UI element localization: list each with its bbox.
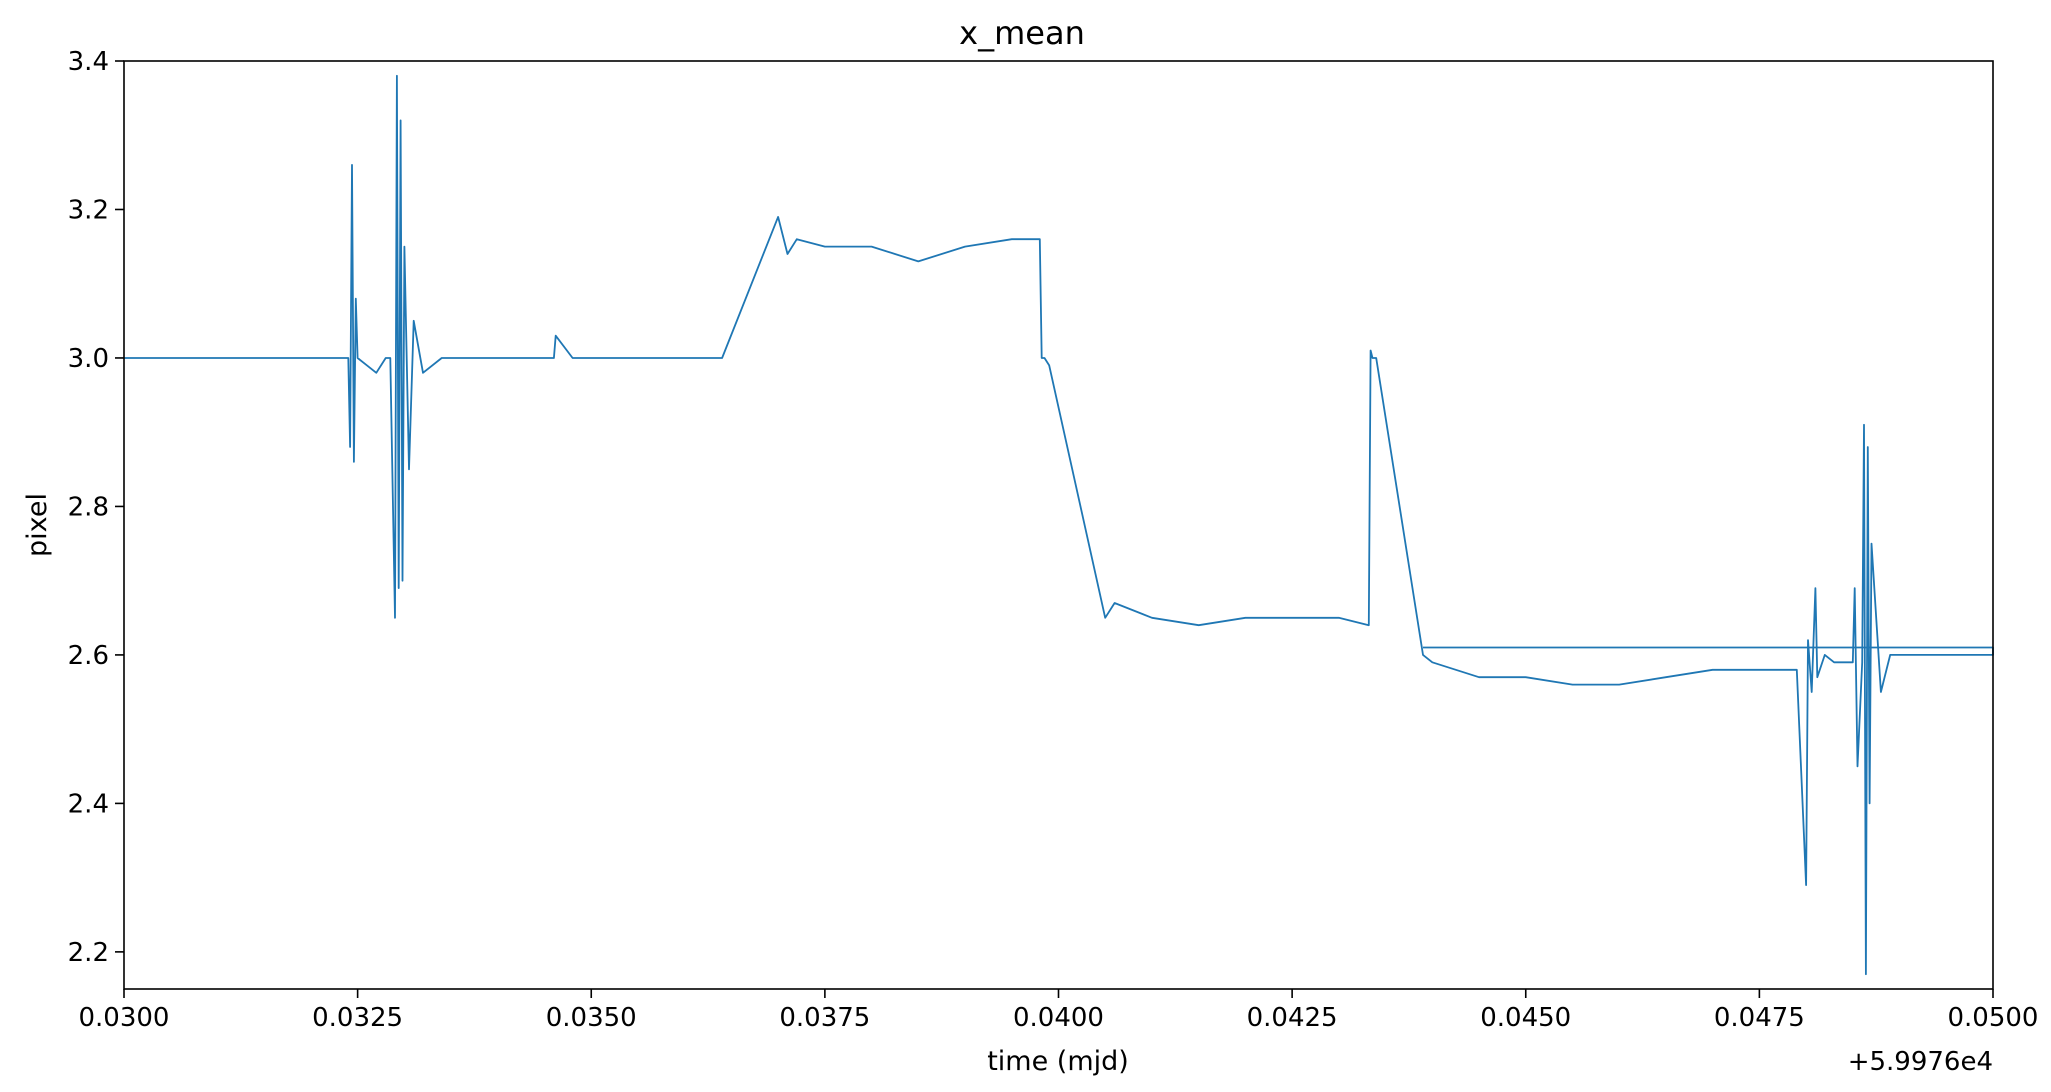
y-axis: 2.2 2.4 2.6 2.8 3.0 3.2 3.4 [68, 47, 124, 968]
series-layer [124, 74, 1994, 976]
plot-frame [123, 60, 1994, 990]
y-tick-label: 2.2 [68, 938, 109, 968]
chart-title: x_mean [959, 14, 1085, 52]
x-tick-label: 0.0475 [1714, 1003, 1805, 1033]
y-tick-label: 2.6 [68, 641, 109, 671]
y-tick-label: 3.2 [68, 195, 109, 225]
x-axis: 0.0300 0.0325 0.0350 0.0375 0.0400 0.0425 0.04… [79, 989, 2039, 1033]
x-tick-label: 0.0500 [1948, 1003, 2039, 1033]
y-tick-label: 3.0 [68, 344, 109, 374]
series-line-0 [124, 74, 1994, 976]
x-offset-label: +5.9976e4 [1848, 1047, 1993, 1077]
y-tick-label: 3.4 [68, 47, 109, 77]
x-tick-label: 0.0325 [312, 1003, 403, 1033]
x-tick-label: 0.0450 [1480, 1003, 1571, 1033]
x-tick-label: 0.0300 [79, 1003, 170, 1033]
x-tick-label: 0.0350 [546, 1003, 637, 1033]
x-tick-label: 0.0425 [1247, 1003, 1338, 1033]
x-axis-label: time (mjd) [987, 1046, 1129, 1077]
x-tick-label: 0.0400 [1013, 1003, 1104, 1033]
x-tick-label: 0.0375 [779, 1003, 870, 1033]
y-tick-label: 2.4 [68, 789, 109, 819]
y-tick-label: 2.8 [68, 492, 109, 522]
y-axis-label: pixel [22, 493, 53, 557]
